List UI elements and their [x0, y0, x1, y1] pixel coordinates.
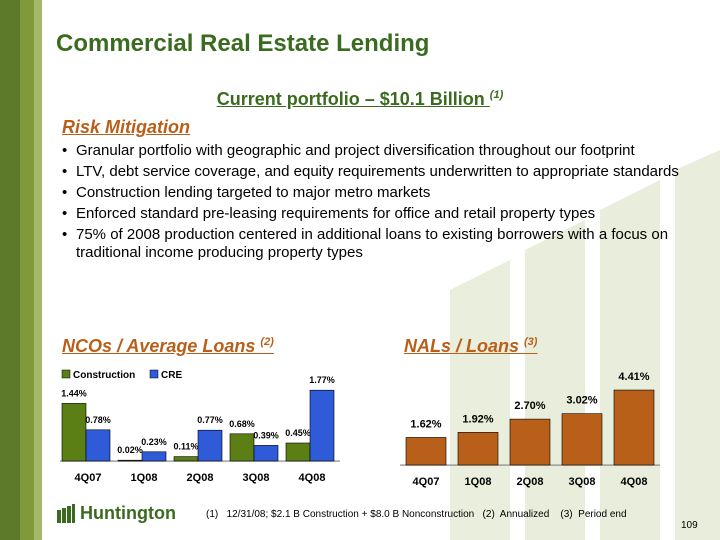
- bar-cre: [197, 429, 223, 462]
- legend-swatch-construction: [61, 369, 71, 379]
- x-tick-label: 1Q08: [131, 472, 158, 484]
- data-label: 0.02%: [117, 445, 143, 455]
- x-tick-label: 4Q08: [299, 472, 326, 484]
- nal-chart-heading: NALs / Loans (3): [404, 336, 537, 357]
- bar-construction: [229, 433, 255, 462]
- data-label: 0.11%: [173, 442, 198, 452]
- left-stripe-dark: [0, 0, 20, 540]
- legend-label-construction: Construction: [73, 370, 135, 381]
- risk-mitigation-heading: Risk Mitigation: [62, 117, 191, 137]
- nco-chart-heading: NCOs / Average Loans (2): [62, 336, 274, 357]
- bar-construction: [173, 456, 199, 462]
- huntington-logo-icon: [57, 503, 75, 523]
- nal-footnote-ref: (3): [524, 336, 538, 348]
- bar-construction: [285, 442, 311, 462]
- data-label: 0.78%: [85, 415, 111, 425]
- data-label: 0.77%: [197, 415, 223, 425]
- portfolio-footnote-ref: (1): [489, 89, 504, 101]
- bar-cre: [85, 429, 111, 462]
- nco-footnote-ref: (2): [260, 336, 274, 348]
- bullet-item: Construction lending targeted to major m…: [62, 184, 702, 202]
- left-stripe-mid: [20, 0, 34, 540]
- nco-heading-text: NCOs / Average Loans: [62, 336, 261, 356]
- data-label: 0.39%: [253, 430, 279, 440]
- page-title: Commercial Real Estate Lending: [56, 30, 430, 57]
- huntington-logo-text: Huntington: [80, 503, 176, 523]
- bar-cre: [253, 445, 279, 462]
- x-tick-label: 2Q08: [187, 472, 214, 484]
- data-label: 1.77%: [309, 375, 335, 385]
- page-number: 109: [681, 520, 698, 531]
- x-axis-line: [60, 460, 340, 462]
- legend-label-cre: CRE: [161, 370, 182, 381]
- data-label: 1.62%: [410, 418, 441, 430]
- x-tick-label: 4Q07: [75, 472, 102, 484]
- x-tick-label: 4Q07: [413, 476, 440, 488]
- data-label: 0.23%: [141, 437, 167, 447]
- bullet-item: LTV, debt service coverage, and equity r…: [62, 163, 702, 181]
- data-label: 1.44%: [61, 388, 87, 398]
- x-tick-label: 3Q08: [243, 472, 270, 484]
- footnotes: (1) 12/31/08; $2.1 B Construction + $8.0…: [206, 509, 627, 520]
- legend-swatch-cre: [149, 369, 159, 379]
- nal-heading-text: NALs / Loans: [404, 336, 525, 356]
- bullet-item: 75% of 2008 production centered in addit…: [62, 226, 702, 262]
- bar-cre: [309, 389, 335, 462]
- portfolio-subtitle-text: Current portfolio – $10.1 Billion: [216, 89, 490, 109]
- bar-construction: [117, 459, 143, 462]
- data-label: 0.45%: [285, 428, 311, 438]
- left-stripe-light: [34, 0, 42, 540]
- bar-construction: [61, 403, 87, 462]
- risk-bullet-list: Granular portfolio with geographic and p…: [62, 142, 702, 265]
- huntington-logo: Huntington: [56, 503, 176, 524]
- bullet-item: Enforced standard pre-leasing requiremen…: [62, 205, 702, 223]
- bullet-item: Granular portfolio with geographic and p…: [62, 142, 702, 160]
- portfolio-subtitle: Current portfolio – $10.1 Billion (1): [0, 89, 720, 110]
- bar-cre: [141, 451, 167, 462]
- data-label: 0.68%: [229, 419, 255, 429]
